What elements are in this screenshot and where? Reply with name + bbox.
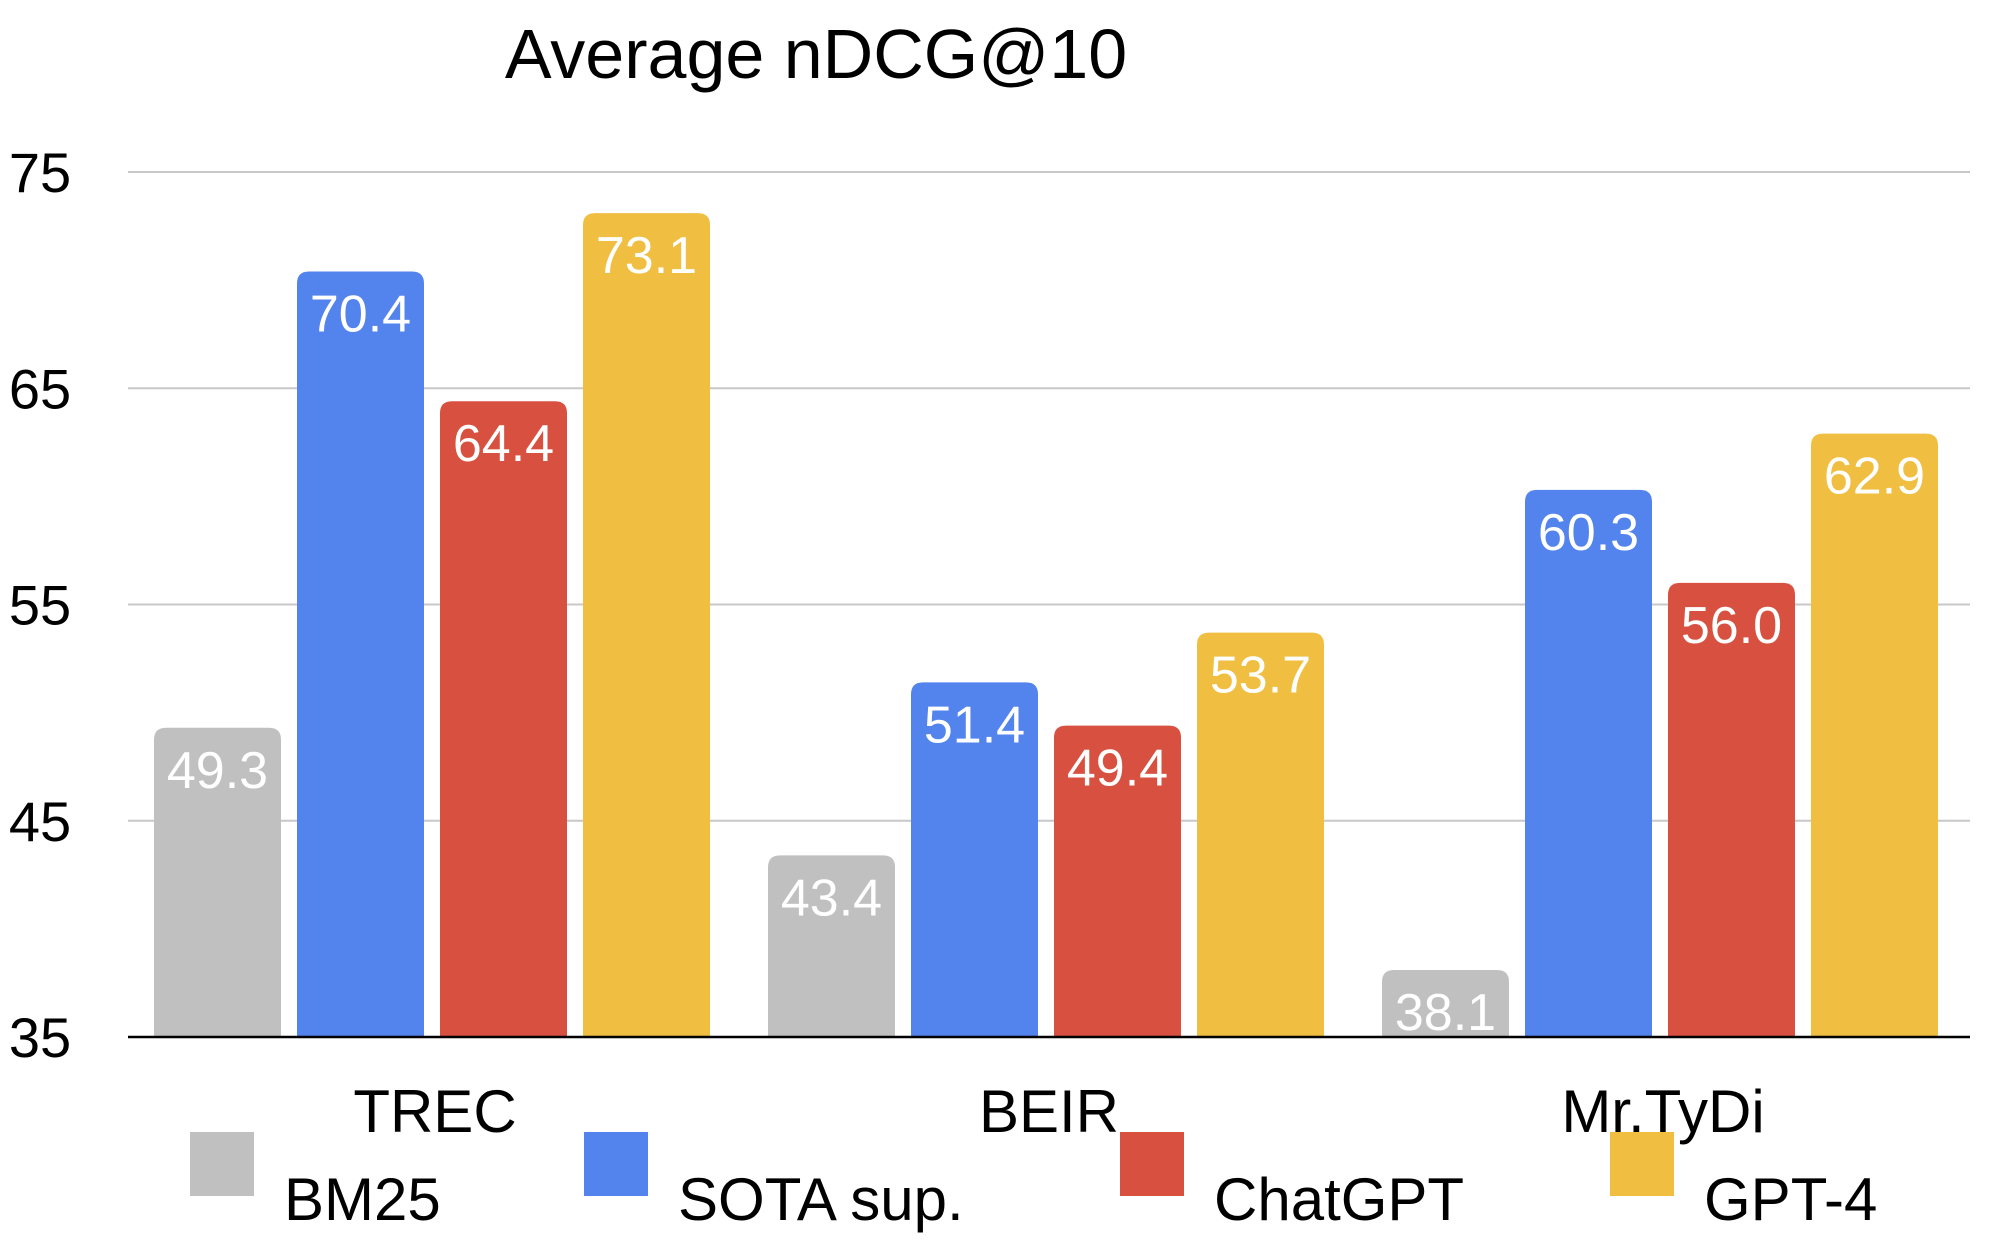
bar	[440, 401, 567, 1038]
legend-swatch	[190, 1132, 254, 1196]
legend-label: ChatGPT	[1214, 1166, 1464, 1233]
data-label: 49.3	[167, 742, 268, 800]
data-label: 70.4	[310, 285, 411, 343]
bar	[1668, 582, 1795, 1037]
data-label: 62.9	[1824, 448, 1925, 506]
y-tick-label: 35	[9, 1006, 71, 1069]
data-label: 53.7	[1210, 647, 1311, 705]
gridlines	[128, 171, 1970, 822]
data-label: 64.4	[453, 415, 554, 473]
bars	[154, 213, 1938, 1038]
bar	[1197, 632, 1324, 1037]
bar	[1525, 489, 1652, 1037]
bar	[1054, 725, 1181, 1037]
data-label: 38.1	[1395, 984, 1496, 1042]
legend: BM25 SOTA sup. ChatGPT GPT-4	[190, 1132, 1877, 1233]
bar	[583, 213, 710, 1037]
y-tick-label: 45	[9, 790, 71, 853]
bar	[768, 855, 895, 1037]
bar	[154, 727, 281, 1037]
y-tick-label: 65	[9, 357, 71, 420]
legend-swatch	[584, 1132, 648, 1196]
chart-title: Average nDCG@10	[505, 15, 1127, 93]
legend-label: SOTA sup.	[678, 1166, 964, 1233]
bar	[297, 271, 424, 1038]
bar	[1811, 433, 1938, 1038]
legend-swatch	[1610, 1132, 1674, 1196]
legend-swatch	[1120, 1132, 1184, 1196]
legend-label: GPT-4	[1704, 1166, 1877, 1233]
data-label: 49.4	[1067, 740, 1168, 798]
data-labels: 49.3 70.4 64.4 73.1 43.4 51.4 49.4 53.7 38.1 60.3…	[167, 227, 1925, 1042]
category-labels: TREC BEIR Mr.TyDi	[353, 1078, 1764, 1145]
data-label: 60.3	[1538, 504, 1639, 562]
data-label: 51.4	[924, 696, 1025, 754]
y-axis-ticks: 35 45 55 65 75	[9, 141, 71, 1069]
bar	[911, 682, 1038, 1037]
data-label: 73.1	[596, 227, 697, 285]
y-tick-label: 75	[9, 141, 71, 204]
category-label: BEIR	[979, 1078, 1119, 1145]
data-label: 56.0	[1681, 597, 1782, 655]
category-label: TREC	[353, 1078, 516, 1145]
bar	[1382, 969, 1509, 1037]
data-label: 43.4	[781, 869, 882, 927]
legend-label: BM25	[284, 1166, 441, 1233]
y-tick-label: 55	[9, 574, 71, 637]
